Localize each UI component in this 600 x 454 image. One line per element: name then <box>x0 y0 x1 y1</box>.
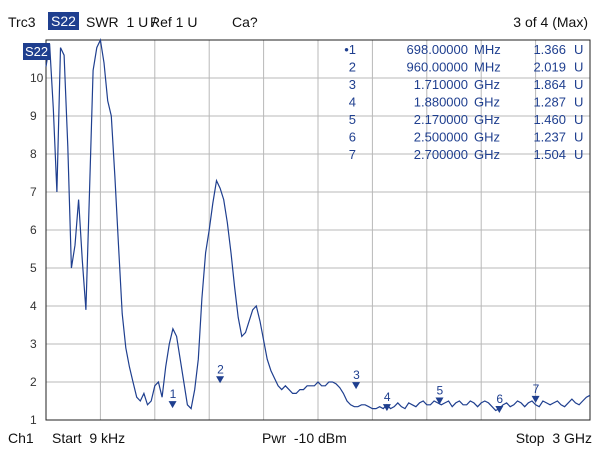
marker-table-id: 5 <box>349 112 356 127</box>
marker-table-id: •1 <box>344 42 356 57</box>
marker-table-id: 3 <box>349 77 356 92</box>
marker-table-unit: GHz <box>474 147 500 162</box>
marker-table-id: 2 <box>349 60 356 75</box>
reference-label[interactable]: Ref 1 U <box>150 14 198 30</box>
marker-table-frequency: 698.00000 <box>407 42 468 57</box>
y-axis-ticks: 1 2 3 4 5 6 7 8 9 10 <box>30 71 44 427</box>
trace-label[interactable]: Trc3 <box>8 14 36 30</box>
parameter-badge[interactable]: S22 <box>48 12 79 30</box>
marker-table-value-unit: U <box>574 77 583 92</box>
marker-table-frequency: 2.500000 <box>414 130 468 145</box>
marker-table-value: 1.460 <box>533 112 566 127</box>
marker-6-triangle[interactable] <box>495 405 504 413</box>
marker-2-triangle[interactable] <box>216 376 225 384</box>
marker-table-frequency: 2.700000 <box>414 147 468 162</box>
marker-table-value-unit: U <box>574 130 583 145</box>
marker-7-label: 7 <box>533 382 540 396</box>
start-frequency[interactable]: Start 9 kHz <box>52 430 126 446</box>
footer-bar: Ch1 Start 9 kHz Pwr -10 dBm Stop 3 GHz <box>0 428 600 454</box>
marker-2-label: 2 <box>217 362 224 376</box>
marker-table-value: 1.366 <box>533 42 566 57</box>
marker-table-value: 1.287 <box>533 95 566 110</box>
marker-table-unit: GHz <box>474 130 500 145</box>
marker-table-frequency: 960.00000 <box>407 60 468 75</box>
trace-badge-label: S22 <box>25 44 48 59</box>
marker-table-value-unit: U <box>574 95 583 110</box>
marker-1-triangle[interactable] <box>168 401 177 409</box>
marker-table-frequency: 1.710000 <box>414 77 468 92</box>
calibration-status: Ca? <box>232 14 258 30</box>
marker-table-value-unit: U <box>574 147 583 162</box>
marker-table-unit: GHz <box>474 95 500 110</box>
marker-table-unit: GHz <box>474 77 500 92</box>
marker-7-triangle[interactable] <box>531 395 540 403</box>
trace-badge: S22 <box>23 43 50 60</box>
y-tick-label: 2 <box>30 375 37 389</box>
marker-table-unit: MHz <box>474 60 501 75</box>
marker-5-triangle[interactable] <box>435 397 444 405</box>
y-tick-label: 3 <box>30 337 37 351</box>
marker-table-value: 1.864 <box>533 77 566 92</box>
format-label[interactable]: SWR 1 U / <box>86 14 157 30</box>
y-tick-label: 6 <box>30 223 37 237</box>
marker-table-id: 7 <box>349 147 356 162</box>
stop-frequency[interactable]: Stop 3 GHz <box>515 430 592 446</box>
marker-4-label: 4 <box>384 390 391 404</box>
y-tick-label: 5 <box>30 261 37 275</box>
marker-table-frequency: 2.170000 <box>414 112 468 127</box>
marker-6-label: 6 <box>496 392 503 406</box>
y-tick-label: 10 <box>30 71 44 85</box>
marker-table-value-unit: U <box>574 42 583 57</box>
marker-table-value: 1.504 <box>533 147 566 162</box>
chart-frame <box>45 39 591 421</box>
marker-table-value-unit: U <box>574 112 583 127</box>
marker-5-label: 5 <box>436 384 443 398</box>
y-tick-label: 9 <box>30 109 37 123</box>
marker-table: •1 698.00000 MHz 1.366 U 2 960.00000 MHz 2.019 U 3… <box>344 42 583 162</box>
marker-3-label: 3 <box>353 368 360 382</box>
marker-table-id: 6 <box>349 130 356 145</box>
trace-count: 3 of 4 (Max) <box>513 14 588 30</box>
chart-grid <box>46 40 590 420</box>
marker-table-value: 1.237 <box>533 130 566 145</box>
marker-4-triangle[interactable] <box>382 404 391 412</box>
marker-1-label: 1 <box>170 387 177 401</box>
marker-table-unit: MHz <box>474 42 501 57</box>
marker-table-frequency: 1.880000 <box>414 95 468 110</box>
channel-label[interactable]: Ch1 <box>8 430 34 446</box>
marker-table-value: 2.019 <box>533 60 566 75</box>
header-bar: Trc3 S22 SWR 1 U / Ref 1 U Ca? 3 of 4 (M… <box>0 2 600 38</box>
marker-group: 1 2 3 4 5 6 7 <box>168 362 540 413</box>
y-tick-label: 1 <box>30 413 37 427</box>
power-level[interactable]: Pwr -10 dBm <box>262 430 347 446</box>
marker-table-value-unit: U <box>574 60 583 75</box>
marker-table-unit: GHz <box>474 112 500 127</box>
y-tick-label: 7 <box>30 185 37 199</box>
marker-3-triangle[interactable] <box>352 382 361 390</box>
marker-table-id: 4 <box>349 95 356 110</box>
y-tick-label: 4 <box>30 299 37 313</box>
y-tick-label: 8 <box>30 147 37 161</box>
